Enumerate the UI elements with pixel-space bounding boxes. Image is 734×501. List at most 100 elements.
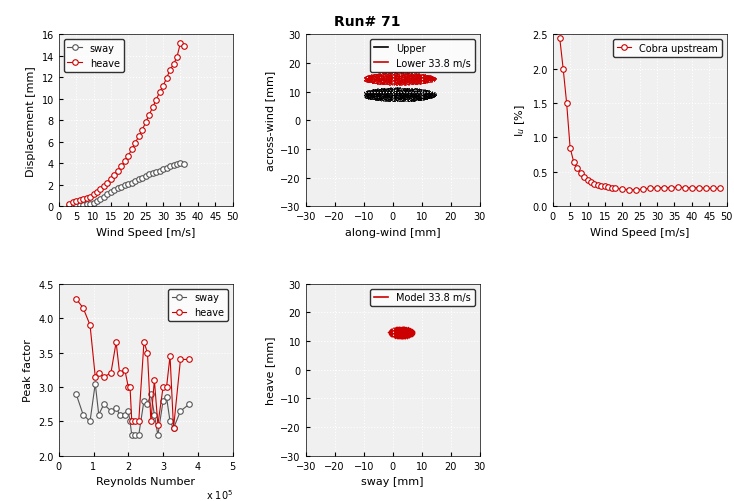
Point: [393, 87, 404, 95]
Point: [374, 76, 386, 84]
Point: [405, 331, 417, 339]
Point: [393, 81, 405, 89]
Point: [400, 90, 412, 98]
Point: [375, 87, 387, 95]
Point: [396, 324, 408, 332]
Point: [390, 94, 401, 102]
Point: [393, 328, 405, 336]
Point: [389, 90, 401, 98]
Point: [366, 92, 378, 100]
Point: [404, 86, 416, 94]
Point: [395, 79, 407, 87]
Point: [382, 73, 393, 81]
Point: [370, 87, 382, 95]
Point: [400, 334, 412, 342]
Point: [403, 329, 415, 337]
Point: [363, 95, 375, 103]
Point: [374, 93, 386, 101]
Point: [385, 75, 397, 83]
Point: [396, 84, 408, 92]
Point: [415, 78, 426, 86]
Point: [386, 96, 398, 104]
Point: [393, 87, 405, 95]
Point: [381, 97, 393, 105]
Point: [373, 79, 385, 87]
Point: [393, 78, 405, 86]
Point: [396, 90, 407, 98]
Point: [393, 87, 405, 95]
Point: [402, 81, 414, 89]
Point: [369, 86, 381, 94]
Point: [401, 326, 413, 334]
Point: [422, 94, 434, 102]
Point: [371, 91, 382, 99]
Point: [411, 85, 423, 93]
Point: [424, 74, 436, 82]
Point: [368, 96, 380, 104]
Point: [377, 85, 388, 93]
Point: [383, 82, 395, 90]
Point: [374, 93, 385, 101]
Point: [423, 93, 435, 101]
Point: [410, 95, 421, 103]
Point: [388, 76, 400, 84]
Point: [371, 75, 383, 83]
Point: [385, 72, 397, 80]
Point: [360, 76, 372, 84]
Point: [358, 78, 370, 86]
Point: [408, 77, 420, 85]
Point: [401, 330, 413, 338]
Point: [361, 95, 373, 103]
Point: [388, 71, 400, 79]
Point: [377, 92, 389, 100]
Point: [402, 70, 414, 78]
Point: [367, 93, 379, 101]
Point: [395, 96, 407, 104]
Point: [374, 71, 386, 79]
Point: [395, 329, 407, 337]
Point: [379, 88, 391, 96]
Point: [374, 90, 385, 98]
Point: [390, 332, 402, 340]
Point: [392, 71, 404, 79]
Point: [417, 89, 429, 97]
Point: [385, 94, 396, 102]
Point: [403, 74, 415, 82]
Point: [375, 76, 387, 84]
Point: [375, 94, 387, 102]
Point: [404, 79, 415, 87]
Point: [380, 79, 392, 87]
Point: [420, 91, 432, 99]
Point: [419, 92, 431, 100]
Point: [400, 77, 412, 85]
Point: [397, 86, 409, 94]
Point: [396, 330, 407, 338]
Point: [400, 76, 412, 84]
Point: [393, 89, 405, 97]
Point: [382, 81, 394, 89]
Point: [370, 90, 382, 98]
Point: [398, 92, 410, 100]
Point: [424, 94, 435, 102]
Point: [419, 95, 431, 103]
Point: [404, 325, 415, 333]
Point: [383, 76, 395, 84]
Point: [410, 74, 421, 82]
Point: [385, 73, 396, 81]
Point: [371, 72, 383, 80]
Point: [407, 77, 419, 85]
Point: [389, 333, 401, 341]
Point: [366, 96, 378, 104]
Point: [410, 78, 422, 86]
Point: [374, 78, 385, 86]
Point: [400, 324, 412, 332]
Point: [388, 326, 399, 334]
Point: [403, 329, 415, 337]
Point: [411, 93, 423, 101]
Point: [371, 91, 383, 99]
Point: [415, 77, 427, 85]
Point: [376, 75, 388, 83]
Point: [384, 81, 396, 89]
Point: [393, 325, 405, 333]
Point: [390, 76, 402, 84]
